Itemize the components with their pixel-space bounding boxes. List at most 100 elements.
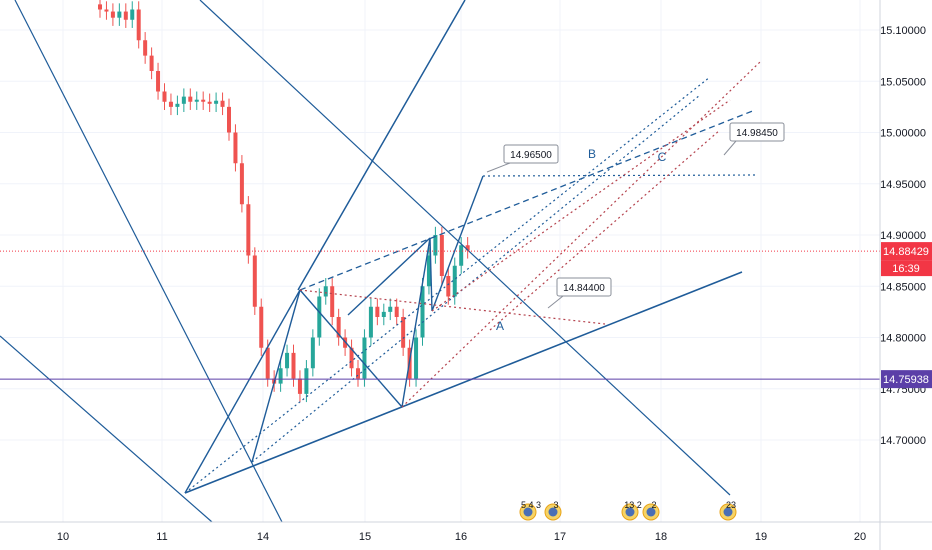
y-tick-label: 14.85000: [880, 281, 926, 293]
dashed-trend-line: [299, 109, 756, 291]
candle-body: [233, 132, 238, 164]
y-tick-label: 14.95000: [880, 179, 926, 191]
price-tag: [881, 370, 932, 389]
x-tick-label: 10: [57, 531, 69, 543]
candle-body: [310, 337, 315, 369]
candle-body: [452, 265, 457, 297]
candle-body: [420, 286, 425, 338]
candle-body: [98, 4, 102, 10]
channel-line: [199, 0, 731, 496]
candle-body: [414, 337, 419, 379]
candles: [98, 0, 470, 403]
candle-body: [446, 276, 451, 297]
y-tick-label: 15.05000: [880, 76, 926, 88]
price-tag: [881, 242, 932, 261]
candle-body: [143, 40, 148, 56]
candle-body: [227, 106, 231, 133]
candle-body: [162, 91, 167, 102]
price-tag-label: 14.88429: [883, 246, 929, 258]
candle-body: [188, 96, 193, 102]
wave-line: [431, 175, 484, 312]
event-badges[interactable]: 5 4 3 3 13 2 2 23: [519, 500, 737, 521]
event-flag-icon[interactable]: [548, 507, 558, 517]
candle-body: [304, 368, 309, 394]
callout-pointer: [723, 140, 737, 156]
candle-body: [168, 101, 173, 107]
wave-line: [347, 237, 431, 316]
candle-body: [459, 245, 464, 266]
candle-body: [439, 235, 444, 276]
dotted-red-line: [299, 289, 606, 325]
candle-body: [123, 11, 128, 20]
candle-body: [336, 317, 341, 338]
candle-body: [401, 317, 406, 348]
event-flag-icon[interactable]: [646, 507, 656, 517]
x-tick-label: 17: [554, 531, 566, 543]
candle-body: [368, 306, 373, 338]
event-badge-label: 5 4 3: [521, 500, 541, 510]
event-flag-icon[interactable]: [723, 507, 733, 517]
x-tick-label: 18: [655, 531, 667, 543]
y-tick-label: 14.90000: [880, 230, 926, 242]
candle-body: [175, 103, 180, 107]
candle-body: [207, 101, 212, 104]
support-line: [184, 271, 743, 494]
callout-label: 14.96500: [510, 150, 552, 161]
candle-body: [265, 347, 270, 379]
candle-body: [394, 306, 399, 317]
event-badge-label: 13 2: [624, 500, 642, 510]
candle-body: [433, 235, 438, 256]
event-flag-icon[interactable]: [523, 507, 533, 517]
x-tick-label: 20: [854, 531, 866, 543]
candle-body: [130, 9, 135, 20]
callout-pointer: [547, 295, 564, 309]
candle-body: [239, 163, 244, 205]
x-tick-label: 11: [156, 531, 167, 543]
dotted-projection-line: [184, 76, 711, 494]
channel-line: [0, 335, 213, 523]
candle-body: [297, 378, 302, 394]
wave-line: [429, 237, 433, 312]
candle-body: [330, 286, 335, 317]
candle-body: [426, 255, 431, 287]
candle-body: [201, 99, 206, 102]
candle-body: [220, 100, 225, 107]
event-flag-icon[interactable]: [625, 507, 635, 517]
wave-labels: A B C: [496, 147, 667, 333]
candle-body: [136, 9, 141, 41]
candle-body: [194, 99, 199, 102]
candle-body: [104, 9, 109, 12]
candle-body: [375, 306, 380, 317]
wave-label-b: B: [588, 147, 596, 161]
x-tick-label: 15: [359, 531, 371, 543]
wave-line: [184, 289, 301, 494]
candle-body: [117, 11, 122, 18]
countdown-label: 16:39: [892, 263, 920, 275]
x-tick-label: 19: [755, 531, 767, 543]
candle-body: [246, 204, 251, 256]
dotted-red-line: [489, 129, 721, 331]
event-badge-label: 2: [651, 500, 656, 510]
callout-box: [503, 144, 559, 164]
candle-body: [349, 347, 354, 369]
pitchfork-line: [297, 0, 466, 291]
y-tick-label: 14.70000: [880, 435, 926, 447]
event-badge-label: 3: [553, 500, 558, 510]
candle-body: [356, 368, 360, 379]
candle-body: [252, 255, 257, 307]
dotted-red-line: [431, 99, 731, 312]
candle-body: [156, 71, 161, 92]
candle-body: [381, 311, 386, 317]
y-tick-label: 14.80000: [880, 333, 926, 345]
candle-body: [214, 100, 219, 104]
channel-line: [14, 0, 283, 523]
countdown-tag: [881, 260, 932, 277]
candle-body: [323, 286, 328, 297]
x-tick-label: 14: [257, 531, 269, 543]
trend-drawings: [0, 0, 880, 523]
callout-pointer: [486, 162, 511, 173]
callout-label: 14.84400: [563, 283, 605, 294]
candle-body: [388, 306, 393, 312]
price-callouts: 14.96500 14.84400 14.98450: [486, 122, 785, 309]
